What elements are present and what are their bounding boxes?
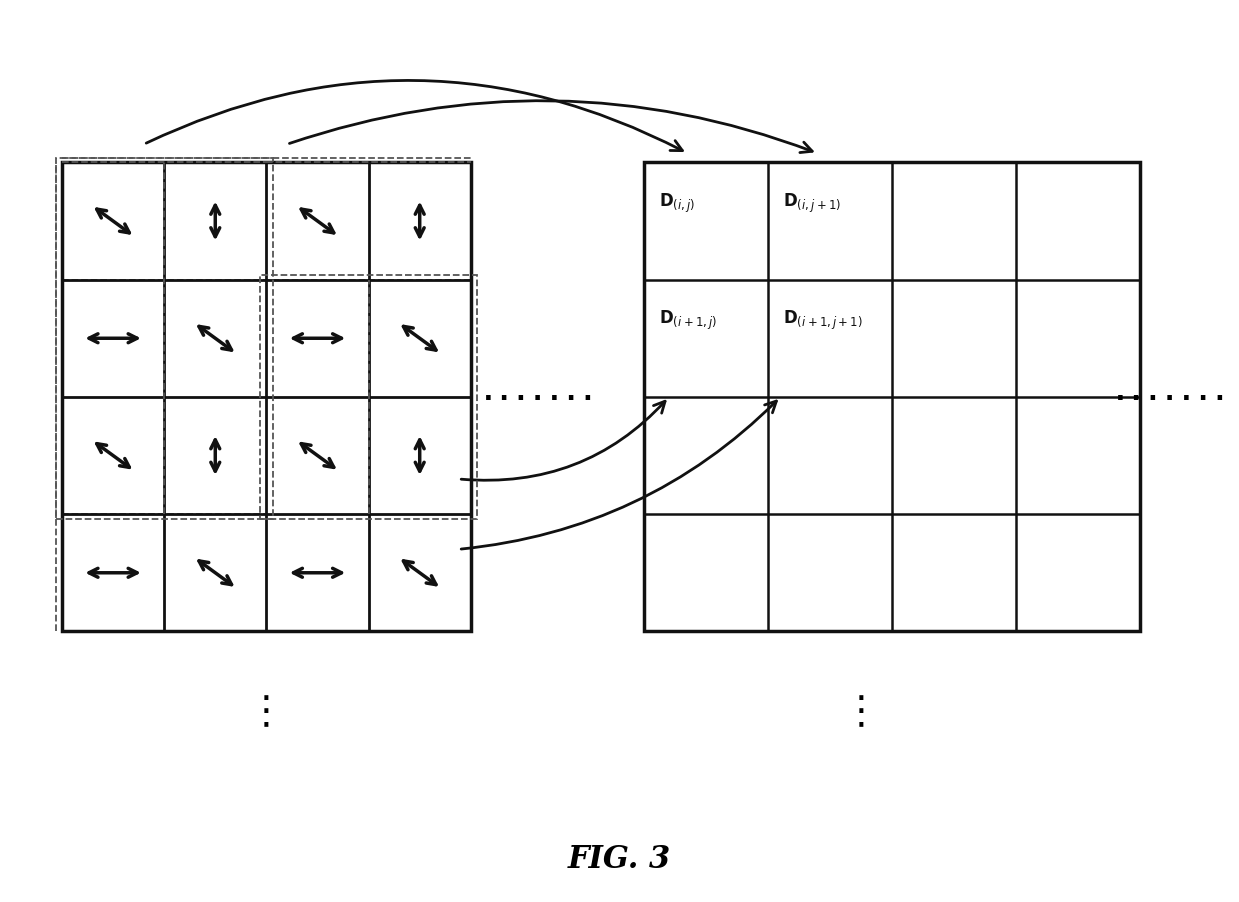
Text: ⋮: ⋮ — [247, 694, 286, 732]
Bar — [260, 275, 477, 519]
Text: .......: ....... — [1113, 378, 1229, 407]
Text: .......: ....... — [481, 378, 597, 407]
Text: $\mathbf{D}_{(i+1,j)}$: $\mathbf{D}_{(i+1,j)}$ — [659, 308, 717, 332]
Text: $\mathbf{D}_{(i,j+1)}$: $\mathbf{D}_{(i,j+1)}$ — [783, 192, 841, 215]
Text: $\mathbf{D}_{(i+1,j+1)}$: $\mathbf{D}_{(i+1,j+1)}$ — [783, 308, 862, 332]
Bar — [62, 162, 471, 631]
Bar — [56, 158, 273, 519]
Bar — [644, 162, 1140, 631]
Text: $\mathbf{D}_{(i,j)}$: $\mathbf{D}_{(i,j)}$ — [659, 192, 695, 215]
Text: FIG. 3: FIG. 3 — [567, 844, 672, 875]
Text: ⋮: ⋮ — [841, 694, 881, 732]
